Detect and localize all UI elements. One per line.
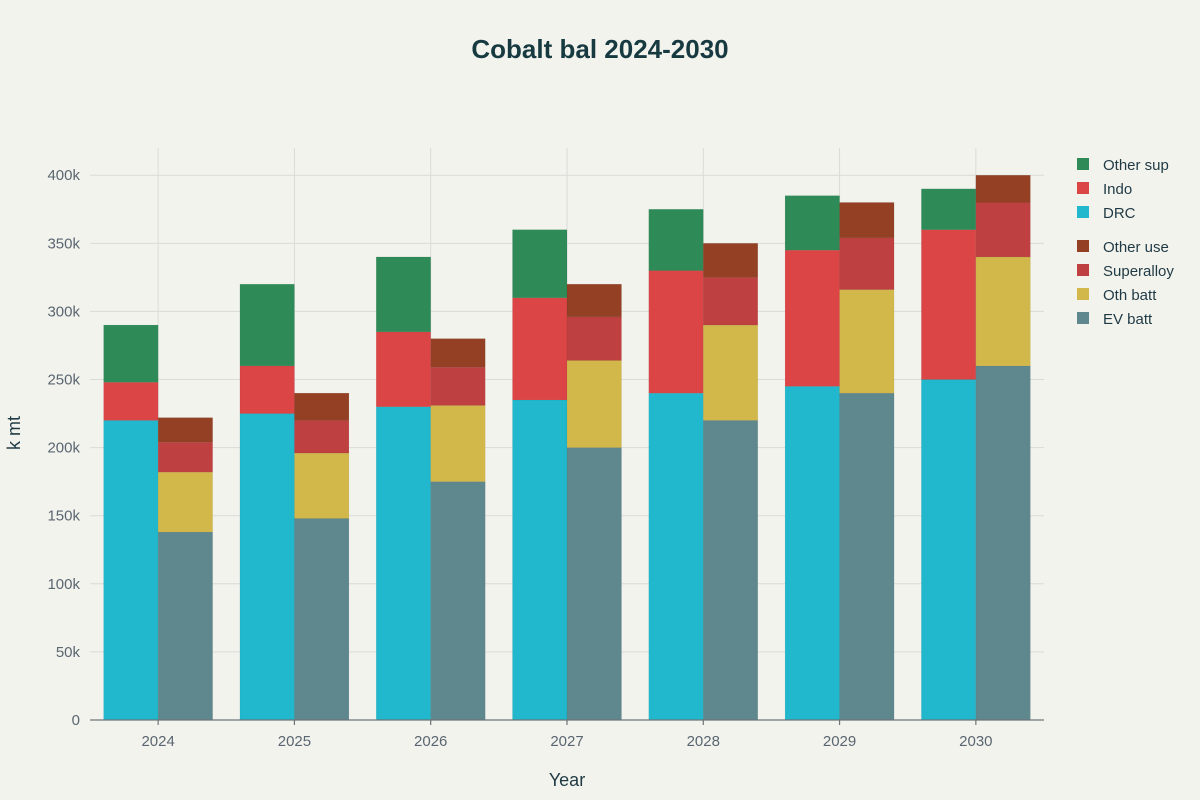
bar-drc-2028 xyxy=(648,392,704,721)
legend-item-other-sup[interactable]: Other sup xyxy=(1077,157,1169,174)
legend-swatch xyxy=(1077,264,1089,276)
legend-label: Oth batt xyxy=(1103,287,1157,304)
bar-superalloy-2029 xyxy=(839,237,895,290)
bar-ev-batt-2025 xyxy=(294,518,350,721)
bar-drc-2025 xyxy=(239,413,295,721)
bar-other-sup-2025 xyxy=(239,283,295,367)
bar-other-sup-2024 xyxy=(103,324,159,383)
bar-indo-2030 xyxy=(921,229,977,380)
legend-label: Other sup xyxy=(1103,157,1169,174)
bar-oth-batt-2024 xyxy=(157,471,213,533)
bar-superalloy-2030 xyxy=(975,202,1031,258)
bar-drc-2029 xyxy=(784,386,840,721)
x-tick-label: 2026 xyxy=(414,733,447,750)
legend-swatch xyxy=(1077,206,1089,218)
legend-item-drc[interactable]: DRC xyxy=(1077,205,1136,222)
legend-label: Superalloy xyxy=(1103,263,1174,280)
bar-drc-2027 xyxy=(512,399,568,721)
legend-swatch xyxy=(1077,288,1089,300)
bar-indo-2028 xyxy=(648,270,704,394)
axes: 0 50k 100k 150k 200k 250k 300k 350k 400k 2024 2025… xyxy=(47,167,1044,750)
bar-drc-2024 xyxy=(103,420,159,721)
bar-indo-2025 xyxy=(239,365,295,414)
y-tick-label: 50k xyxy=(56,644,81,661)
bar-ev-batt-2026 xyxy=(430,481,486,721)
legend-swatch xyxy=(1077,182,1089,194)
y-tick-label: 350k xyxy=(47,235,80,252)
x-tick-label: 2030 xyxy=(959,733,992,750)
bar-other-use-2029 xyxy=(839,202,895,239)
y-tick-label: 150k xyxy=(47,508,80,525)
bar-ev-batt-2028 xyxy=(703,420,759,721)
bar-superalloy-2024 xyxy=(157,441,213,473)
legend-item-indo[interactable]: Indo xyxy=(1077,181,1132,198)
bar-indo-2027 xyxy=(512,297,568,401)
bar-superalloy-2025 xyxy=(294,420,350,454)
bar-indo-2029 xyxy=(784,249,840,387)
legend-swatch xyxy=(1077,312,1089,324)
bar-superalloy-2028 xyxy=(703,277,759,326)
bar-oth-batt-2029 xyxy=(839,289,895,394)
bar-oth-batt-2025 xyxy=(294,452,350,519)
bar-other-use-2025 xyxy=(294,392,350,421)
x-axis-title: Year xyxy=(549,770,585,790)
x-tick-label: 2029 xyxy=(823,733,856,750)
bar-other-sup-2026 xyxy=(375,256,431,333)
bar-other-use-2028 xyxy=(703,243,759,278)
y-tick-label: 0 xyxy=(72,712,80,729)
legend-label: DRC xyxy=(1103,205,1136,222)
legend-label: Indo xyxy=(1103,181,1132,198)
y-tick-label: 250k xyxy=(47,372,80,389)
bar-superalloy-2026 xyxy=(430,367,486,406)
bar-drc-2030 xyxy=(921,379,977,721)
legend-swatch xyxy=(1077,240,1089,252)
bar-other-sup-2028 xyxy=(648,209,704,271)
legend-label: EV batt xyxy=(1103,311,1153,328)
bar-ev-batt-2029 xyxy=(839,392,895,721)
y-tick-label: 100k xyxy=(47,576,80,593)
x-tick-label: 2028 xyxy=(687,733,720,750)
bar-other-use-2027 xyxy=(566,283,622,318)
legend-item-superalloy[interactable]: Superalloy xyxy=(1077,263,1174,280)
bar-other-use-2030 xyxy=(975,174,1031,203)
bar-indo-2026 xyxy=(375,331,431,408)
legend-label: Other use xyxy=(1103,239,1169,256)
y-tick-label: 300k xyxy=(47,303,80,320)
bar-superalloy-2027 xyxy=(566,316,622,361)
legend: Other sup Indo DRC Other use Superalloy Oth b… xyxy=(1077,157,1174,328)
bar-other-sup-2030 xyxy=(921,188,977,230)
legend-item-other-use[interactable]: Other use xyxy=(1077,239,1169,256)
y-tick-label: 200k xyxy=(47,440,80,457)
bar-other-sup-2029 xyxy=(784,195,840,251)
bars xyxy=(103,174,1031,721)
chart-title: Cobalt bal 2024-2030 xyxy=(471,34,728,64)
bar-oth-batt-2030 xyxy=(975,256,1031,367)
bar-oth-batt-2028 xyxy=(703,324,759,421)
bar-oth-batt-2026 xyxy=(430,405,486,482)
x-tick-label: 2024 xyxy=(141,733,174,750)
legend-swatch xyxy=(1077,158,1089,170)
legend-item-ev-batt[interactable]: EV batt xyxy=(1077,311,1153,328)
bar-drc-2026 xyxy=(375,406,431,721)
bar-other-use-2026 xyxy=(430,338,486,368)
bar-ev-batt-2024 xyxy=(157,531,213,721)
bar-other-sup-2027 xyxy=(512,229,568,299)
legend-item-oth-batt[interactable]: Oth batt xyxy=(1077,287,1157,304)
bar-other-use-2024 xyxy=(157,417,213,443)
y-axis-title: k mt xyxy=(4,416,24,450)
y-tick-label: 400k xyxy=(47,167,80,184)
bar-oth-batt-2027 xyxy=(566,360,622,448)
x-tick-label: 2027 xyxy=(550,733,583,750)
bar-ev-batt-2030 xyxy=(975,365,1031,721)
x-tick-label: 2025 xyxy=(278,733,311,750)
bar-indo-2024 xyxy=(103,381,159,421)
bar-ev-batt-2027 xyxy=(566,447,622,721)
